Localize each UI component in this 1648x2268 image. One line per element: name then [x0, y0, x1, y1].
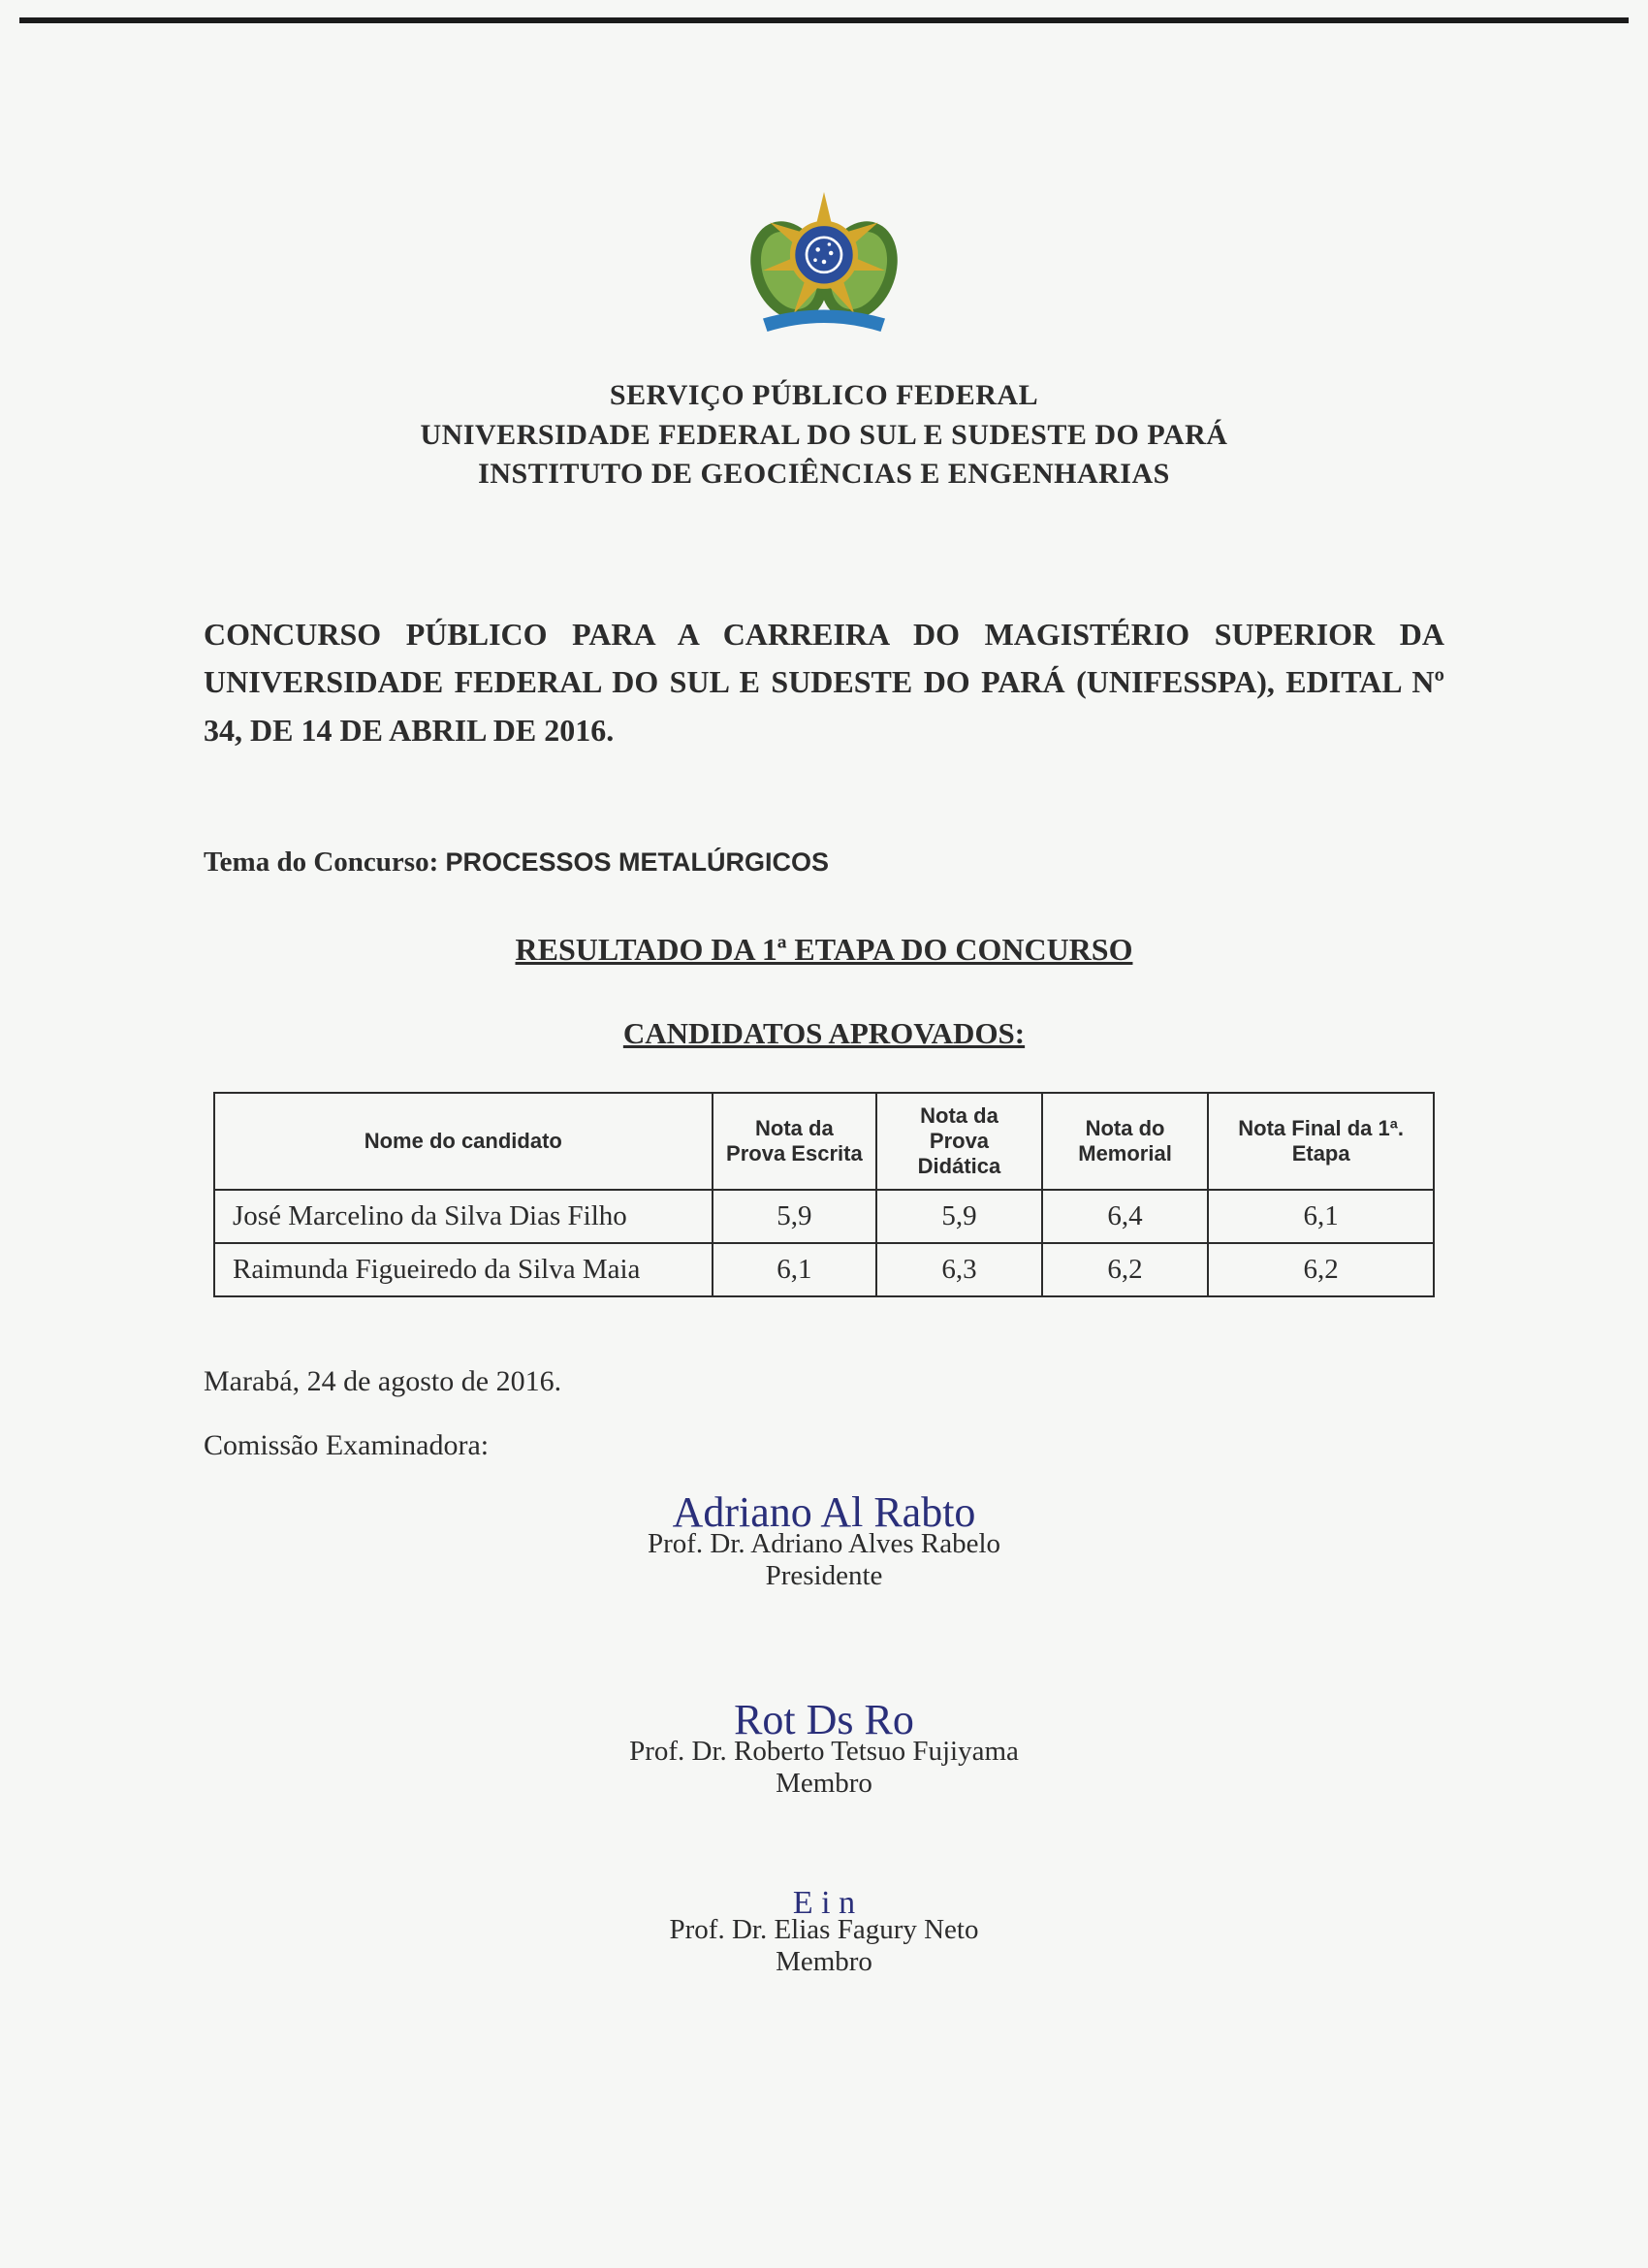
cell-final: 6,1	[1208, 1190, 1434, 1243]
col-header-memorial: Nota do Memorial	[1042, 1093, 1209, 1190]
signatory-name: Prof. Dr. Adriano Alves Rabelo	[204, 1528, 1444, 1560]
document-page: SERVIÇO PÚBLICO FEDERAL UNIVERSIDADE FED…	[0, 0, 1648, 2268]
brazil-coat-of-arms-icon	[737, 175, 911, 349]
cell-final: 6,2	[1208, 1243, 1434, 1296]
signatory-role: Membro	[204, 1768, 1444, 1800]
theme-line: Tema do Concurso: PROCESSOS METALÚRGICOS	[204, 847, 1444, 878]
cell-escrita: 5,9	[713, 1190, 877, 1243]
signatory-name: Prof. Dr. Roberto Tetsuo Fujiyama	[204, 1736, 1444, 1768]
cell-name: Raimunda Figueiredo da Silva Maia	[214, 1243, 713, 1296]
signatory-role: Membro	[204, 1946, 1444, 1978]
commission-label: Comissão Examinadora:	[204, 1429, 1444, 1462]
cell-didatica: 5,9	[876, 1190, 1042, 1243]
date-line: Marabá, 24 de agosto de 2016.	[204, 1365, 1444, 1398]
signature-block-1: Adriano Al Rabto Prof. Dr. Adriano Alves…	[204, 1491, 1444, 1592]
col-header-name: Nome do candidato	[214, 1093, 713, 1190]
cell-memorial: 6,2	[1042, 1243, 1209, 1296]
cell-escrita: 6,1	[713, 1243, 877, 1296]
spacer	[204, 1800, 1444, 1858]
letterhead-line-2: UNIVERSIDADE FEDERAL DO SUL E SUDESTE DO…	[204, 416, 1444, 456]
letterhead: SERVIÇO PÚBLICO FEDERAL UNIVERSIDADE FED…	[204, 376, 1444, 495]
top-border-rule	[19, 17, 1629, 23]
col-header-final: Nota Final da 1ª. Etapa	[1208, 1093, 1434, 1190]
table-row: José Marcelino da Silva Dias Filho 5,9 5…	[214, 1190, 1434, 1243]
signature-block-3: E i n Prof. Dr. Elias Fagury Neto Membro	[204, 1887, 1444, 1978]
theme-label: Tema do Concurso:	[204, 847, 445, 878]
result-heading: RESULTADO DA 1ª ETAPA DO CONCURSO	[204, 932, 1444, 968]
table-header-row: Nome do candidato Nota da Prova Escrita …	[214, 1093, 1434, 1190]
table-row: Raimunda Figueiredo da Silva Maia 6,1 6,…	[214, 1243, 1434, 1296]
signatory-name: Prof. Dr. Elias Fagury Neto	[204, 1914, 1444, 1946]
letterhead-line-3: INSTITUTO DE GEOCIÊNCIAS E ENGENHARIAS	[204, 455, 1444, 495]
cell-name: José Marcelino da Silva Dias Filho	[214, 1190, 713, 1243]
signature-block-2: Rot Ds Ro Prof. Dr. Roberto Tetsuo Fujiy…	[204, 1699, 1444, 1800]
cell-memorial: 6,4	[1042, 1190, 1209, 1243]
letterhead-line-1: SERVIÇO PÚBLICO FEDERAL	[204, 376, 1444, 416]
document-title: CONCURSO PÚBLICO PARA A CARREIRA DO MAGI…	[204, 611, 1444, 755]
theme-value: PROCESSOS METALÚRGICOS	[445, 847, 829, 877]
cell-didatica: 6,3	[876, 1243, 1042, 1296]
col-header-escrita: Nota da Prova Escrita	[713, 1093, 877, 1190]
results-table: Nome do candidato Nota da Prova Escrita …	[213, 1092, 1435, 1297]
candidates-heading: CANDIDATOS APROVADOS:	[204, 1016, 1444, 1051]
signatory-role: Presidente	[204, 1560, 1444, 1592]
spacer	[204, 1592, 1444, 1670]
col-header-didatica: Nota da Prova Didática	[876, 1093, 1042, 1190]
